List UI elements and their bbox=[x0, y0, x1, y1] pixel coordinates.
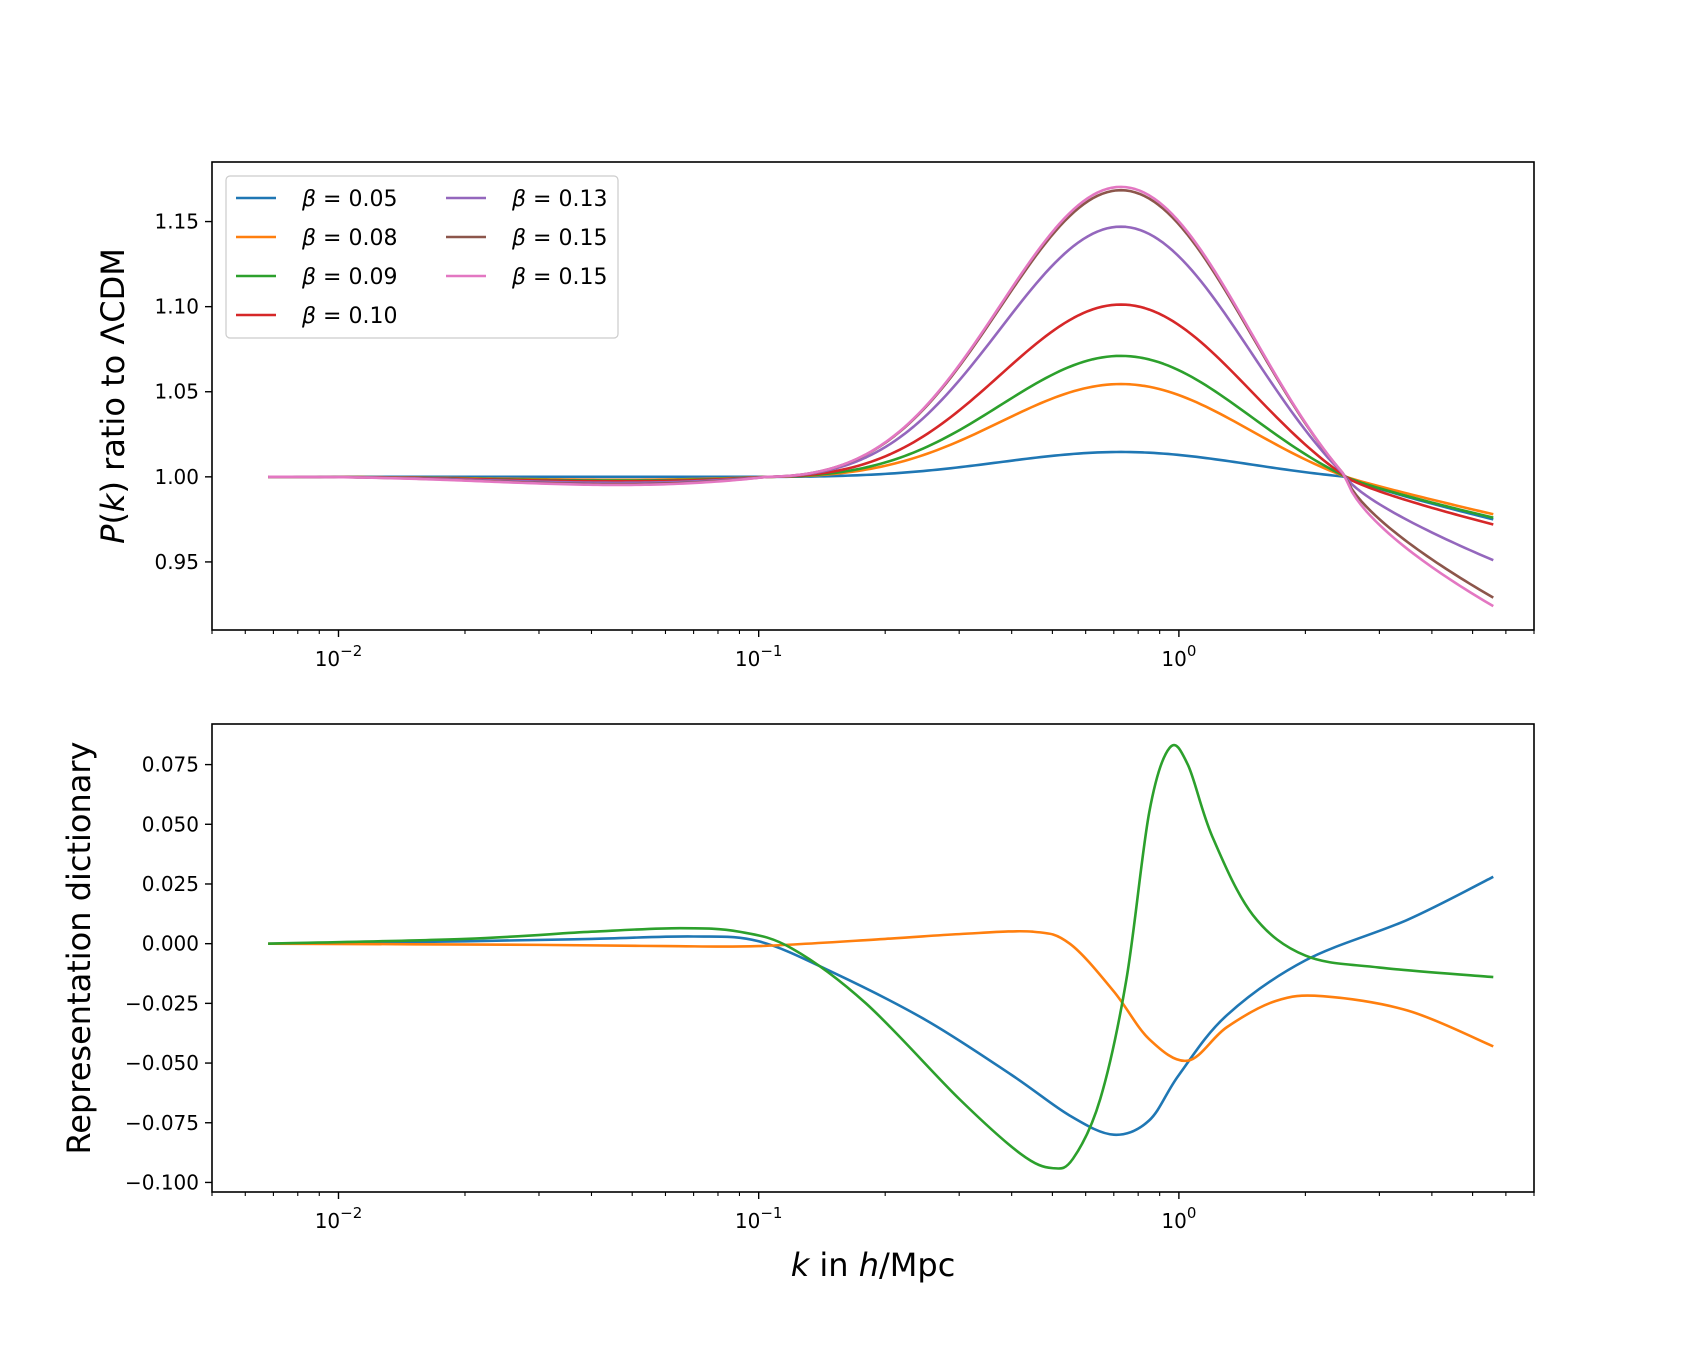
legend-label: β = 0.05 bbox=[301, 187, 397, 212]
bottom-y-tick-label: −0.050 bbox=[125, 1051, 199, 1075]
bottom-plot-frame bbox=[211, 723, 1535, 1193]
bottom-y-tick-label: 0.025 bbox=[142, 872, 199, 896]
bottom-series-lines bbox=[268, 743, 1494, 1170]
top-plot-frame bbox=[211, 161, 1535, 631]
bottom-y-tick-label: 0.050 bbox=[142, 812, 199, 836]
bottom-panel: −0.100 −0.075 −0.050 −0.025 0.000 0.025 0.050 0… bbox=[60, 723, 1535, 1284]
bottom-y-tick-label: −0.100 bbox=[125, 1170, 199, 1194]
legend-label: β = 0.10 bbox=[301, 304, 397, 329]
top-x-ticks bbox=[211, 630, 1535, 637]
legend-label: β = 0.09 bbox=[301, 265, 397, 290]
bottom-y-tick-label: −0.025 bbox=[125, 991, 199, 1015]
legend-label: β = 0.15 bbox=[511, 265, 607, 290]
bottom-series-line-1 bbox=[268, 875, 1494, 1137]
legend-label: β = 0.13 bbox=[511, 187, 607, 212]
top-y-tick-label: 1.10 bbox=[154, 295, 199, 319]
top-x-tick-label: 10−1 bbox=[735, 642, 783, 671]
legend-label: β = 0.08 bbox=[301, 226, 397, 251]
bottom-x-tick-label: 10−1 bbox=[735, 1204, 783, 1233]
top-series-lines bbox=[268, 185, 1494, 608]
top-y-tick-label: 1.05 bbox=[154, 380, 199, 404]
top-y-tick-label: 0.95 bbox=[154, 550, 199, 574]
bottom-y-tick-label: −0.075 bbox=[125, 1111, 199, 1135]
bottom-y-tick-label: 0.075 bbox=[142, 753, 199, 777]
top-y-ticks: 0.95 1.00 1.05 1.10 1.15 bbox=[154, 210, 212, 574]
top-panel: 0.95 1.00 1.05 1.10 1.15 10−2 10−1 100 P(k) ra… bbox=[94, 161, 1535, 671]
top-series-line-1 bbox=[268, 450, 1494, 521]
legend-label: β = 0.15 bbox=[511, 226, 607, 251]
top-y-axis-label: P(k) ratio to ΛCDM bbox=[94, 248, 132, 544]
bottom-y-axis-label: Representation dictionary bbox=[60, 742, 98, 1155]
bottom-y-ticks: −0.100 −0.075 −0.050 −0.025 0.000 0.025 0.050 0… bbox=[125, 753, 212, 1194]
bottom-x-tick-labels: 10−2 10−1 100 bbox=[315, 1204, 1197, 1233]
legend: β = 0.05 β = 0.08 β = 0.09 β = 0.10 β = 0.13… bbox=[225, 175, 619, 339]
legend-frame bbox=[225, 175, 619, 339]
bottom-series-line-2 bbox=[268, 929, 1494, 1063]
top-y-tick-label: 1.15 bbox=[154, 210, 199, 234]
bottom-y-tick-label: 0.000 bbox=[142, 932, 199, 956]
top-series-line-7 bbox=[268, 185, 1494, 608]
bottom-series-line-3 bbox=[268, 743, 1494, 1170]
bottom-x-tick-label: 100 bbox=[1161, 1204, 1196, 1233]
top-x-tick-label: 100 bbox=[1161, 642, 1196, 671]
bottom-x-ticks bbox=[211, 1192, 1535, 1199]
top-y-tick-label: 1.00 bbox=[154, 465, 199, 489]
x-axis-label: k in h/Mpc bbox=[791, 1246, 956, 1284]
top-x-tick-label: 10−2 bbox=[315, 642, 363, 671]
top-x-tick-labels: 10−2 10−1 100 bbox=[315, 642, 1197, 671]
bottom-x-tick-label: 10−2 bbox=[315, 1204, 363, 1233]
legend-items: β = 0.05 β = 0.08 β = 0.09 β = 0.10 β = 0.13… bbox=[236, 187, 607, 329]
